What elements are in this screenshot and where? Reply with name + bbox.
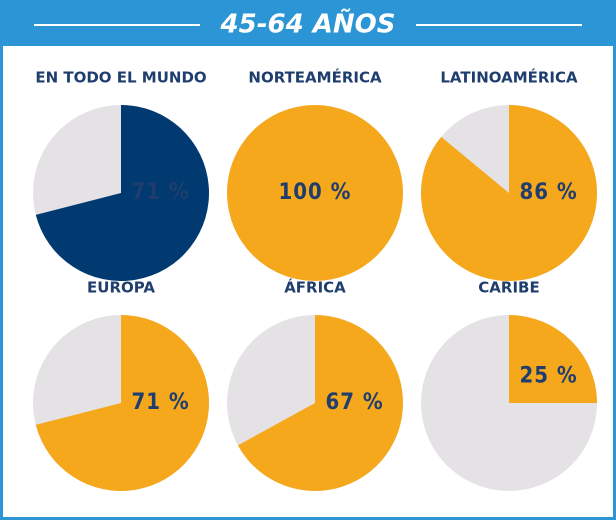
header-bar [0, 0, 616, 46]
pie-slice [35, 105, 210, 282]
pie-slice [420, 105, 597, 281]
pie-title: EUROPA [87, 279, 155, 297]
pie-slice [227, 105, 403, 281]
pie-title: EN TODO EL MUNDO [35, 69, 206, 87]
value-label: 67 % [325, 390, 383, 415]
pie-slice [237, 315, 403, 491]
header-title: 45-64 AÑOS [220, 8, 396, 40]
pie-title: ÁFRICA [284, 278, 346, 297]
pie-slice [35, 315, 210, 492]
pie-slice [509, 315, 597, 403]
value-label: 100 % [278, 180, 351, 205]
pie-title: LATINOAMÉRICA [440, 68, 578, 87]
value-label: 86 % [519, 180, 577, 205]
value-label: 71 % [131, 390, 189, 415]
pie-title: NORTEAMÉRICA [248, 68, 382, 87]
value-label: 25 % [519, 364, 577, 389]
value-label: 71 % [131, 180, 189, 205]
pie-title: CARIBE [478, 279, 539, 297]
